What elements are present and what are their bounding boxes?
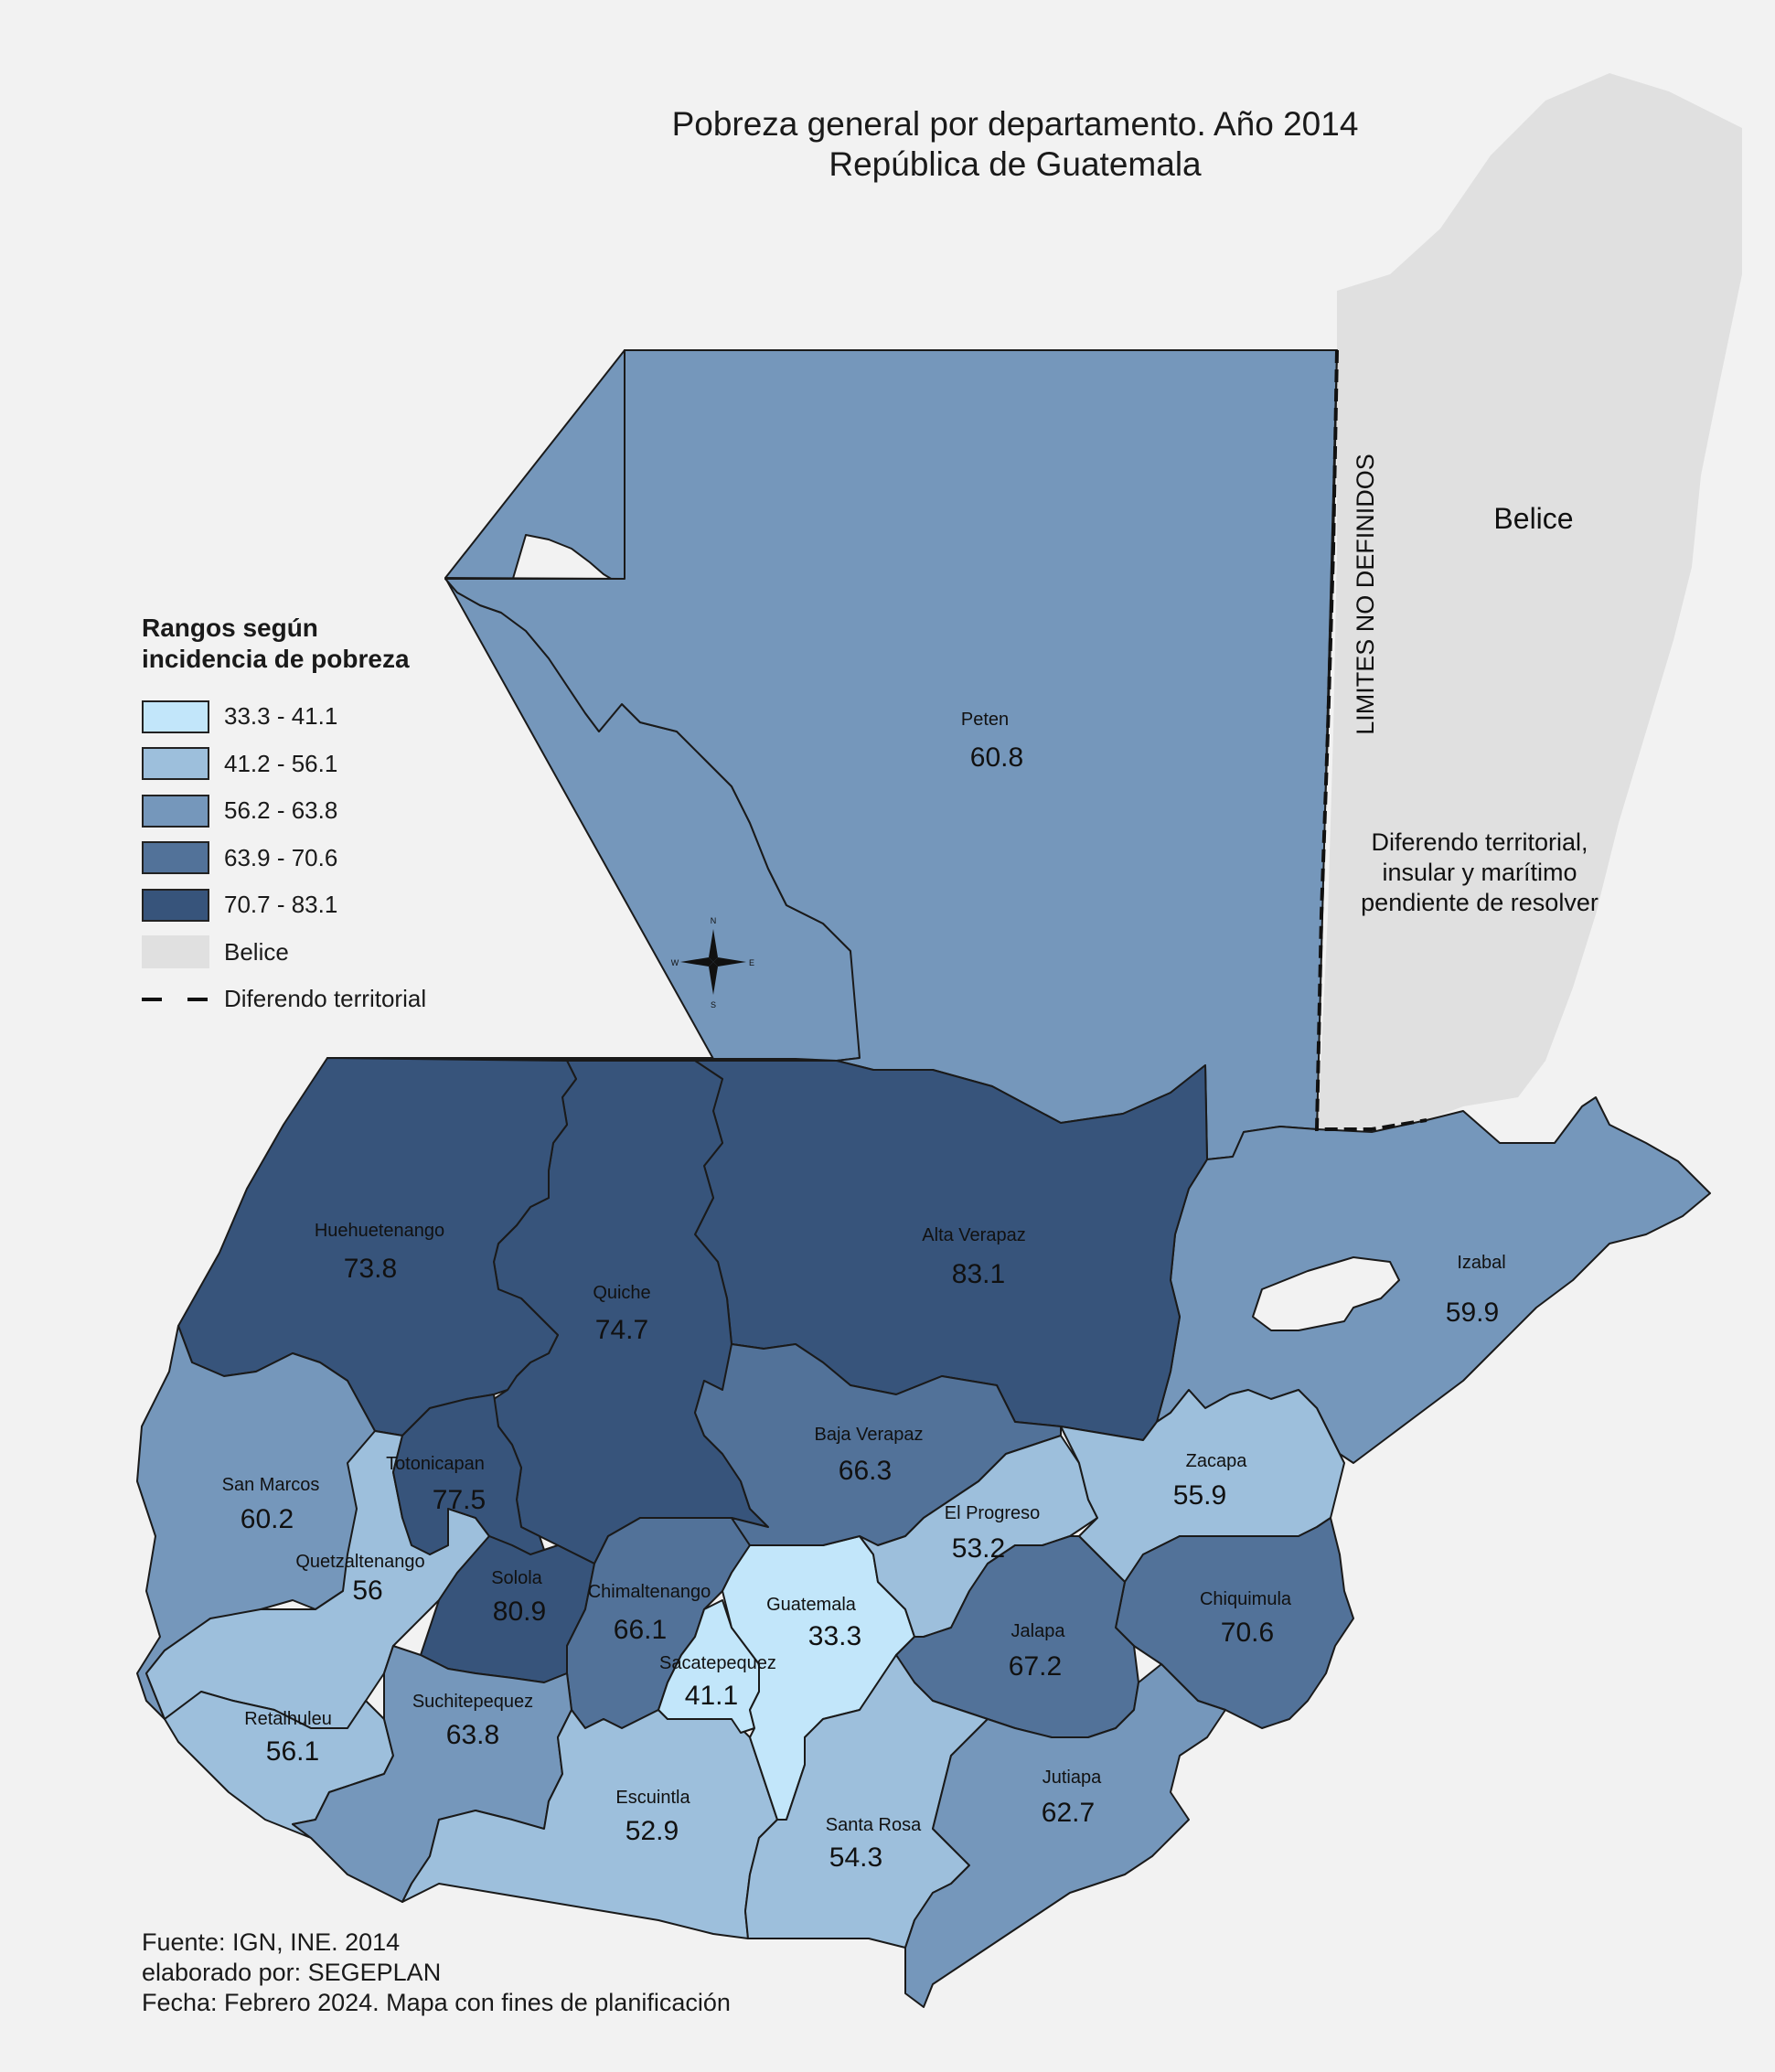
footer-author: elaborado por: SEGEPLAN bbox=[142, 1959, 442, 1986]
dept-value-santa-rosa: 54.3 bbox=[829, 1842, 882, 1873]
dept-value-baja-verapaz: 66.3 bbox=[839, 1456, 892, 1486]
dept-value-izabal: 59.9 bbox=[1446, 1298, 1499, 1328]
footer-source: Fuente: IGN, INE. 2014 bbox=[142, 1928, 401, 1956]
dept-value-quetzaltenango: 56 bbox=[352, 1575, 382, 1606]
dispute-note-line1: Diferendo territorial, bbox=[1371, 828, 1588, 856]
belice-map-label: Belice bbox=[1493, 502, 1573, 535]
dept-name-chiquimula: Chiquimula bbox=[1200, 1589, 1292, 1609]
legend-item-belice: Belice bbox=[142, 929, 426, 977]
compass-w: W bbox=[671, 958, 679, 967]
legend-label-4: 63.9 - 70.6 bbox=[224, 843, 338, 871]
legend-label-1: 33.3 - 41.1 bbox=[224, 702, 338, 731]
limits-label: LIMITES NO DEFINIDOS bbox=[1352, 454, 1379, 735]
dept-value-san-marcos: 60.2 bbox=[241, 1504, 294, 1534]
dept-name-retalhuleu: Retalhuleu bbox=[244, 1709, 332, 1729]
dept-name-totonicapan: Totonicapan bbox=[386, 1454, 485, 1474]
compass-n: N bbox=[711, 916, 717, 925]
dept-value-alta-verapaz: 83.1 bbox=[952, 1259, 1005, 1289]
compass-e: E bbox=[749, 958, 754, 967]
dept-name-zacapa: Zacapa bbox=[1186, 1451, 1248, 1471]
dept-value-solola: 80.9 bbox=[493, 1597, 546, 1627]
legend: Rangos según incidencia de pobreza 33.3 … bbox=[142, 613, 426, 1023]
dept-value-totonicapan: 77.5 bbox=[433, 1485, 486, 1515]
dispute-note-line3: pendiente de resolver bbox=[1361, 889, 1599, 916]
dept-value-jalapa: 67.2 bbox=[1009, 1651, 1062, 1682]
dept-value-retalhuleu: 56.1 bbox=[266, 1736, 319, 1767]
legend-label-2: 41.2 - 56.1 bbox=[224, 749, 338, 777]
dispute-note-line2: insular y marítimo bbox=[1382, 859, 1577, 886]
dept-name-suchitepequez: Suchitepequez bbox=[412, 1692, 533, 1712]
dept-value-escuintla: 52.9 bbox=[626, 1816, 679, 1846]
compass-s: S bbox=[711, 1000, 716, 1009]
dept-value-el-progreso: 53.2 bbox=[952, 1533, 1005, 1564]
legend-item-4: 63.9 - 70.6 bbox=[142, 835, 426, 882]
region-el-progreso bbox=[859, 1435, 1098, 1638]
legend-title-line2: incidencia de pobreza bbox=[142, 645, 410, 673]
legend-label-3: 56.2 - 63.8 bbox=[224, 796, 338, 825]
dept-name-huehuetenango: Huehuetenango bbox=[315, 1221, 444, 1241]
title-line1: Pobreza general por departamento. Año 20… bbox=[671, 105, 1359, 143]
dashed-line-icon bbox=[142, 983, 209, 1016]
dept-name-santa-rosa: Santa Rosa bbox=[826, 1815, 922, 1835]
legend-label-5: 70.7 - 83.1 bbox=[224, 891, 338, 919]
dept-value-huehuetenango: 73.8 bbox=[344, 1254, 397, 1284]
dept-value-guatemala: 33.3 bbox=[808, 1621, 861, 1651]
dept-name-chimaltenango: Chimaltenango bbox=[588, 1582, 711, 1602]
dept-name-quetzaltenango: Quetzaltenango bbox=[295, 1552, 424, 1572]
department-labels: Peten 60.8 Huehuetenango 73.8 Quiche 74.… bbox=[222, 710, 1506, 1873]
legend-swatch-belice bbox=[142, 935, 209, 969]
legend-item-1: 33.3 - 41.1 bbox=[142, 693, 426, 741]
legend-item-dispute: Diferendo territorial bbox=[142, 976, 426, 1023]
map-title: Pobreza general por departamento. Año 20… bbox=[512, 104, 1518, 185]
dept-value-peten: 60.8 bbox=[970, 742, 1023, 773]
dispute-line bbox=[1314, 349, 1427, 1131]
dept-name-el-progreso: El Progreso bbox=[945, 1503, 1041, 1523]
legend-swatch-3 bbox=[142, 794, 209, 828]
dept-name-san-marcos: San Marcos bbox=[222, 1475, 320, 1495]
footer-date: Fecha: Febrero 2024. Mapa con fines de p… bbox=[142, 1989, 731, 2016]
dept-value-jutiapa: 62.7 bbox=[1042, 1798, 1095, 1828]
dept-name-peten: Peten bbox=[961, 710, 1009, 730]
legend-label-belice: Belice bbox=[224, 937, 289, 966]
dept-name-escuintla: Escuintla bbox=[615, 1788, 690, 1808]
dept-name-solola: Solola bbox=[491, 1568, 542, 1588]
dept-name-sacatepequez: Sacatepequez bbox=[659, 1653, 776, 1673]
legend-title-line1: Rangos según bbox=[142, 614, 318, 642]
legend-swatch-1 bbox=[142, 700, 209, 733]
legend-swatch-5 bbox=[142, 888, 209, 922]
legend-label-dispute: Diferendo territorial bbox=[224, 985, 427, 1013]
legend-swatch-4 bbox=[142, 841, 209, 875]
dept-value-sacatepequez: 41.1 bbox=[685, 1681, 738, 1711]
dept-value-suchitepequez: 63.8 bbox=[446, 1720, 499, 1750]
lake-izabal bbox=[1252, 1256, 1400, 1331]
dept-name-guatemala: Guatemala bbox=[766, 1595, 857, 1615]
dept-name-alta-verapaz: Alta Verapaz bbox=[922, 1225, 1025, 1245]
dept-value-quiche: 74.7 bbox=[595, 1315, 648, 1345]
dept-name-baja-verapaz: Baja Verapaz bbox=[815, 1425, 924, 1445]
dept-value-zacapa: 55.9 bbox=[1173, 1480, 1226, 1511]
legend-item-2: 41.2 - 56.1 bbox=[142, 741, 426, 788]
footer: Fuente: IGN, INE. 2014 elaborado por: SE… bbox=[142, 1928, 731, 2018]
region-belice bbox=[1317, 73, 1742, 1129]
dept-name-izabal: Izabal bbox=[1457, 1253, 1505, 1273]
dept-value-chimaltenango: 66.1 bbox=[614, 1615, 667, 1645]
legend-item-3: 56.2 - 63.8 bbox=[142, 787, 426, 835]
dept-name-jalapa: Jalapa bbox=[1011, 1621, 1066, 1641]
region-jutiapa bbox=[904, 1663, 1226, 2008]
dept-name-jutiapa: Jutiapa bbox=[1043, 1768, 1102, 1788]
region-san-marcos bbox=[136, 1325, 431, 1720]
legend-item-5: 70.7 - 83.1 bbox=[142, 881, 426, 929]
title-line2: República de Guatemala bbox=[829, 145, 1202, 183]
dept-name-quiche: Quiche bbox=[593, 1283, 650, 1303]
compass-icon: N E S W bbox=[671, 916, 754, 1009]
legend-swatch-2 bbox=[142, 747, 209, 781]
dept-value-chiquimula: 70.6 bbox=[1221, 1618, 1274, 1648]
